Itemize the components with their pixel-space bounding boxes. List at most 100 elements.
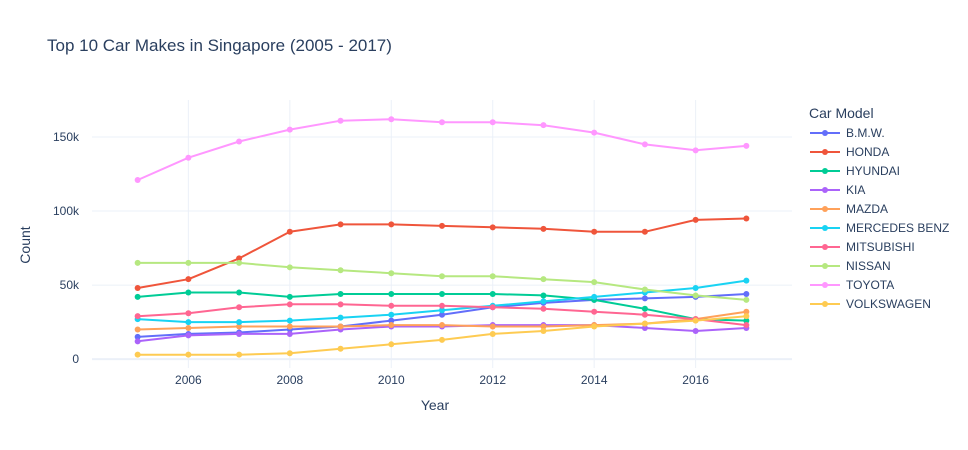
- data-point-nissan[interactable]: [641, 286, 648, 293]
- legend-item-toyota[interactable]: TOYOTA: [810, 278, 894, 292]
- data-point-hyundai[interactable]: [743, 317, 750, 324]
- legend-item-mercedes-benz[interactable]: MERCEDES BENZ: [810, 221, 949, 235]
- data-point-nissan[interactable]: [337, 267, 344, 274]
- data-point-volkswagen[interactable]: [388, 341, 395, 348]
- data-point-volkswagen[interactable]: [692, 317, 699, 324]
- data-point-b-m-w[interactable]: [439, 311, 445, 318]
- data-point-kia[interactable]: [641, 325, 648, 332]
- data-point-mitsubishi[interactable]: [337, 301, 344, 308]
- data-point-hyundai[interactable]: [337, 290, 344, 297]
- data-point-nissan[interactable]: [286, 264, 293, 271]
- legend[interactable]: Car Model B.M.W. HONDA HYUNDAI KIA MAZDA MERC…: [809, 105, 949, 311]
- data-point-volkswagen[interactable]: [439, 336, 445, 343]
- data-point-toyota[interactable]: [591, 129, 598, 136]
- data-point-mazda[interactable]: [185, 325, 192, 332]
- data-point-mazda[interactable]: [540, 323, 547, 330]
- data-point-volkswagen[interactable]: [286, 350, 293, 357]
- data-point-mercedes-benz[interactable]: [743, 277, 750, 284]
- data-point-mazda[interactable]: [489, 323, 496, 330]
- data-point-honda[interactable]: [439, 222, 445, 229]
- data-point-nissan[interactable]: [489, 273, 496, 280]
- data-point-nissan[interactable]: [743, 296, 750, 303]
- data-point-mitsubishi[interactable]: [439, 302, 445, 309]
- legend-item-mazda[interactable]: MAZDA: [810, 202, 888, 216]
- data-point-hyundai[interactable]: [286, 293, 293, 300]
- data-point-mitsubishi[interactable]: [591, 308, 598, 315]
- data-point-hyundai[interactable]: [236, 289, 243, 296]
- data-point-kia[interactable]: [236, 330, 243, 337]
- data-point-toyota[interactable]: [236, 138, 243, 145]
- data-point-mercedes-benz[interactable]: [692, 285, 699, 292]
- data-point-b-m-w[interactable]: [134, 333, 141, 340]
- data-point-honda[interactable]: [185, 276, 192, 283]
- data-point-hyundai[interactable]: [388, 290, 395, 297]
- data-point-kia[interactable]: [692, 327, 699, 334]
- data-point-mitsubishi[interactable]: [134, 313, 141, 320]
- legend-item-honda[interactable]: HONDA: [810, 145, 889, 159]
- data-point-mazda[interactable]: [337, 323, 344, 330]
- data-point-mercedes-benz[interactable]: [286, 317, 293, 324]
- data-point-mercedes-benz[interactable]: [236, 319, 243, 326]
- data-point-hyundai[interactable]: [185, 289, 192, 296]
- data-point-mercedes-benz[interactable]: [439, 307, 445, 314]
- data-point-nissan[interactable]: [185, 259, 192, 266]
- data-point-mitsubishi[interactable]: [286, 301, 293, 308]
- data-point-mitsubishi[interactable]: [540, 305, 547, 312]
- data-point-mercedes-benz[interactable]: [540, 298, 547, 305]
- data-point-volkswagen[interactable]: [134, 351, 141, 358]
- data-point-mitsubishi[interactable]: [185, 310, 192, 317]
- data-point-hyundai[interactable]: [489, 290, 496, 297]
- data-point-nissan[interactable]: [591, 279, 598, 286]
- data-point-volkswagen[interactable]: [489, 330, 496, 337]
- data-point-mercedes-benz[interactable]: [185, 319, 192, 326]
- legend-item-kia[interactable]: KIA: [810, 183, 865, 197]
- data-point-kia[interactable]: [185, 332, 192, 339]
- data-point-b-m-w[interactable]: [388, 317, 395, 324]
- data-point-honda[interactable]: [134, 285, 141, 292]
- data-point-honda[interactable]: [540, 225, 547, 232]
- data-point-mazda[interactable]: [286, 323, 293, 330]
- data-point-mitsubishi[interactable]: [236, 304, 243, 311]
- legend-item-nissan[interactable]: NISSAN: [810, 259, 891, 273]
- data-point-toyota[interactable]: [540, 122, 547, 129]
- data-point-volkswagen[interactable]: [641, 320, 648, 327]
- data-point-toyota[interactable]: [388, 116, 395, 123]
- data-point-hyundai[interactable]: [134, 293, 141, 300]
- data-point-honda[interactable]: [286, 228, 293, 235]
- data-point-toyota[interactable]: [743, 142, 750, 149]
- data-point-toyota[interactable]: [489, 119, 496, 126]
- data-point-toyota[interactable]: [286, 126, 293, 133]
- data-point-volkswagen[interactable]: [743, 313, 750, 320]
- data-point-mazda[interactable]: [439, 322, 445, 329]
- data-point-volkswagen[interactable]: [236, 351, 243, 358]
- data-point-honda[interactable]: [692, 216, 699, 223]
- data-point-nissan[interactable]: [692, 292, 699, 299]
- data-point-hyundai[interactable]: [540, 292, 547, 299]
- data-point-honda[interactable]: [236, 255, 243, 262]
- data-point-honda[interactable]: [388, 221, 395, 228]
- data-point-volkswagen[interactable]: [591, 323, 598, 330]
- data-point-toyota[interactable]: [641, 141, 648, 148]
- data-point-toyota[interactable]: [692, 147, 699, 154]
- data-point-mazda[interactable]: [134, 326, 141, 333]
- data-point-b-m-w[interactable]: [641, 295, 648, 302]
- data-point-hyundai[interactable]: [439, 290, 445, 297]
- data-point-mitsubishi[interactable]: [641, 311, 648, 318]
- legend-item-volkswagen[interactable]: VOLKSWAGEN: [810, 297, 931, 311]
- data-point-volkswagen[interactable]: [540, 327, 547, 334]
- data-point-nissan[interactable]: [439, 273, 445, 280]
- legend-item-b-m-w[interactable]: B.M.W.: [810, 126, 885, 140]
- data-point-toyota[interactable]: [439, 119, 445, 126]
- data-point-volkswagen[interactable]: [185, 351, 192, 358]
- data-point-mazda[interactable]: [388, 322, 395, 329]
- data-point-honda[interactable]: [641, 228, 648, 235]
- data-point-honda[interactable]: [337, 221, 344, 228]
- data-point-mercedes-benz[interactable]: [337, 314, 344, 321]
- data-point-honda[interactable]: [743, 215, 750, 222]
- data-point-hyundai[interactable]: [641, 305, 648, 312]
- data-point-toyota[interactable]: [134, 176, 141, 183]
- data-point-nissan[interactable]: [540, 276, 547, 283]
- data-point-mercedes-benz[interactable]: [388, 311, 395, 318]
- data-point-mazda[interactable]: [236, 323, 243, 330]
- data-point-volkswagen[interactable]: [337, 345, 344, 352]
